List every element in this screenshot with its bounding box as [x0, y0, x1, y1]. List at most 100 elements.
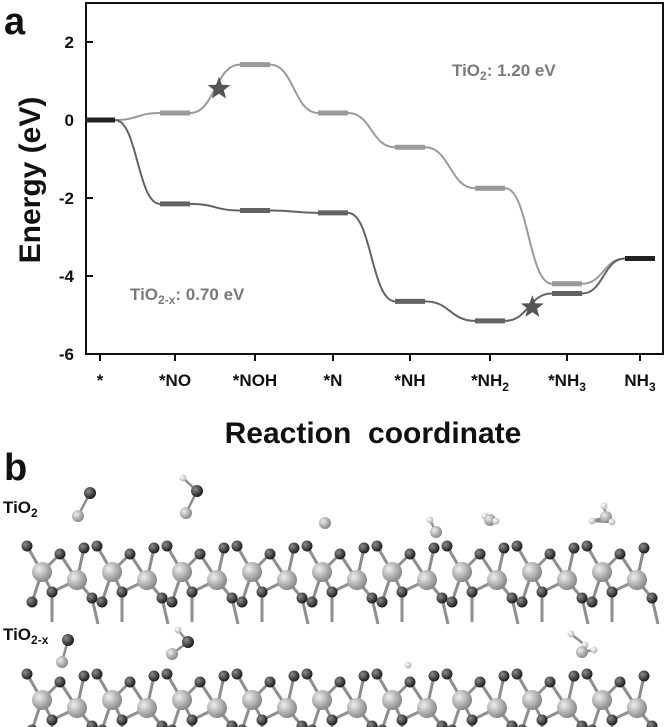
titanium-atom — [417, 570, 437, 590]
titanium-atom — [207, 698, 227, 718]
oxygen-atom — [581, 540, 593, 552]
oxygen-atom — [371, 668, 383, 680]
slab-atoms — [21, 668, 658, 727]
oxygen-atom — [21, 540, 33, 552]
tio2x-row-label: TiO2-x — [3, 625, 49, 647]
oxygen-atom — [148, 670, 160, 682]
tio2-row-label-name: TiO — [3, 498, 31, 517]
adsorbate — [179, 474, 203, 519]
oxygen-atom — [358, 670, 370, 682]
oxygen-atom — [581, 668, 593, 680]
oxygen-atom — [506, 592, 518, 604]
nitrogen-atom — [72, 510, 84, 522]
oxygen-atom — [124, 676, 136, 688]
oxygen-atom — [161, 668, 173, 680]
adsorbate — [481, 512, 500, 526]
titanium-atom — [487, 570, 507, 590]
oxygen-atom — [516, 596, 528, 608]
oxygen-atom — [576, 592, 588, 604]
oxygen-atom — [84, 487, 96, 499]
curve-tio2x — [85, 119, 655, 322]
oxygen-atom — [226, 720, 238, 727]
titanium-atom — [137, 698, 157, 718]
adsorbate — [588, 502, 616, 526]
oxygen-atom — [124, 548, 136, 560]
tio2x-annotation-name: TiO — [130, 285, 158, 304]
tio2x-row-label-sub: 2-x — [31, 633, 49, 647]
tio2-row-label-sub: 2 — [31, 506, 38, 520]
oxygen-atom — [301, 668, 313, 680]
oxygen-atom — [396, 586, 408, 598]
oxygen-atom — [376, 596, 388, 608]
titanium-atom — [32, 690, 52, 710]
oxygen-atom — [446, 596, 458, 608]
oxygen-atom — [371, 540, 383, 552]
oxygen-atom — [191, 485, 203, 497]
titanium-atom — [382, 690, 402, 710]
oxygen-atom — [568, 670, 580, 682]
oxygen-atom — [218, 670, 230, 682]
oxygen-atom — [307, 724, 317, 727]
oxygen-atom — [614, 548, 626, 560]
panel-a-letter: a — [4, 1, 26, 43]
y-axis-label: Energy (eV) — [14, 97, 47, 264]
oxygen-atom — [587, 724, 597, 727]
adsorbate — [426, 516, 442, 538]
adsorbate — [404, 661, 412, 669]
oxygen-atom — [231, 668, 243, 680]
oxygen-atom — [46, 714, 58, 726]
tio2-annotation: TiO2: 1.20 eV — [452, 61, 556, 83]
adsorbate — [72, 487, 96, 522]
oxygen-atom — [256, 586, 268, 598]
nitrogen-atom — [56, 656, 68, 668]
oxygen-atom — [396, 714, 408, 726]
titanium-atom — [417, 698, 437, 718]
titanium-atom — [32, 562, 52, 582]
limiting-step-stars — [207, 76, 544, 317]
nitrogen-atom — [166, 648, 178, 660]
titanium-atom — [277, 570, 297, 590]
y-tick-label: 2 — [65, 33, 74, 52]
oxygen-atom — [517, 724, 527, 727]
oxygen-atom — [186, 714, 198, 726]
x-tick-label: NH3 — [624, 371, 656, 394]
hydrogen-atom — [600, 502, 608, 510]
adsorbate — [166, 626, 194, 660]
oxygen-atom — [436, 720, 448, 727]
oxygen-atom — [377, 724, 387, 727]
star-marker — [520, 295, 544, 317]
x-axis-label: Reaction coordinate — [225, 417, 522, 450]
titanium-atom — [452, 562, 472, 582]
oxygen-atom — [646, 592, 658, 604]
star-marker — [207, 76, 231, 99]
oxygen-atom — [226, 592, 238, 604]
oxygen-atom — [186, 586, 198, 598]
oxygen-atom — [436, 592, 448, 604]
oxygen-atom — [264, 548, 276, 560]
titanium-atom — [102, 562, 122, 582]
energy-plot: 20-2-4-6 * *NO *NOH *N *NH *NH2 *NH3 NH3 TiO2: … — [59, 2, 664, 394]
adsorbate — [319, 517, 331, 529]
oxygen-atom — [301, 540, 313, 552]
oxygen-atom — [447, 724, 457, 727]
hydrogen-atom — [174, 626, 182, 634]
energy-curves — [85, 63, 655, 322]
titanium-atom — [452, 690, 472, 710]
oxygen-atom — [334, 676, 346, 688]
tio2-annotation-name: TiO — [452, 61, 480, 80]
oxygen-atom — [62, 634, 74, 646]
tio2-annotation-sub: 2 — [480, 69, 487, 83]
oxygen-atom — [544, 676, 556, 688]
oxygen-atom — [116, 714, 128, 726]
oxygen-atom — [237, 724, 247, 727]
oxygen-atom — [498, 542, 510, 554]
oxygen-atom — [218, 542, 230, 554]
x-tick-label: *N — [324, 371, 343, 390]
oxygen-atom — [194, 676, 206, 688]
y-tick-label: 0 — [65, 111, 74, 130]
titanium-atom — [172, 690, 192, 710]
oxygen-atom — [91, 540, 103, 552]
tio2x-slab-structure — [21, 668, 658, 727]
titanium-atom — [347, 698, 367, 718]
